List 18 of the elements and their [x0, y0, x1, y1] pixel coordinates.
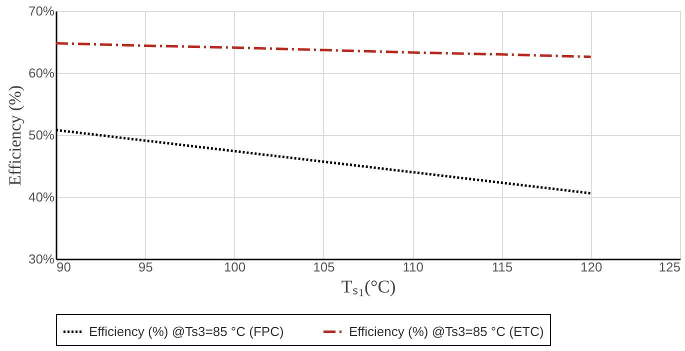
y-tick-label: 50%: [28, 128, 55, 142]
x-tick-label: 115: [492, 260, 513, 274]
x-tick-label: 105: [313, 260, 335, 274]
x-tick-label: 100: [224, 260, 246, 274]
legend-label: Efficiency (%) @Ts3=85 °C (ETC): [349, 324, 544, 339]
x-axis-title: Tₛ₁(°C): [341, 276, 396, 296]
x-tick-label: 120: [580, 260, 602, 274]
y-tick-label: 30%: [28, 252, 55, 266]
x-tick-label: 95: [138, 260, 153, 274]
y-tick-label: 60%: [28, 66, 55, 80]
x-tick-label: 110: [402, 260, 424, 274]
y-axis-title: Efficiency (%): [5, 85, 24, 186]
x-tick-label: 90: [56, 260, 71, 274]
line-series: [54, 42, 592, 58]
y-tick-label: 40%: [28, 190, 55, 204]
legend-label: Efficiency (%) @Ts3=85 °C (FPC): [89, 324, 284, 339]
y-tick-label: 70%: [28, 4, 55, 18]
x-tick-label: 125: [658, 260, 680, 274]
